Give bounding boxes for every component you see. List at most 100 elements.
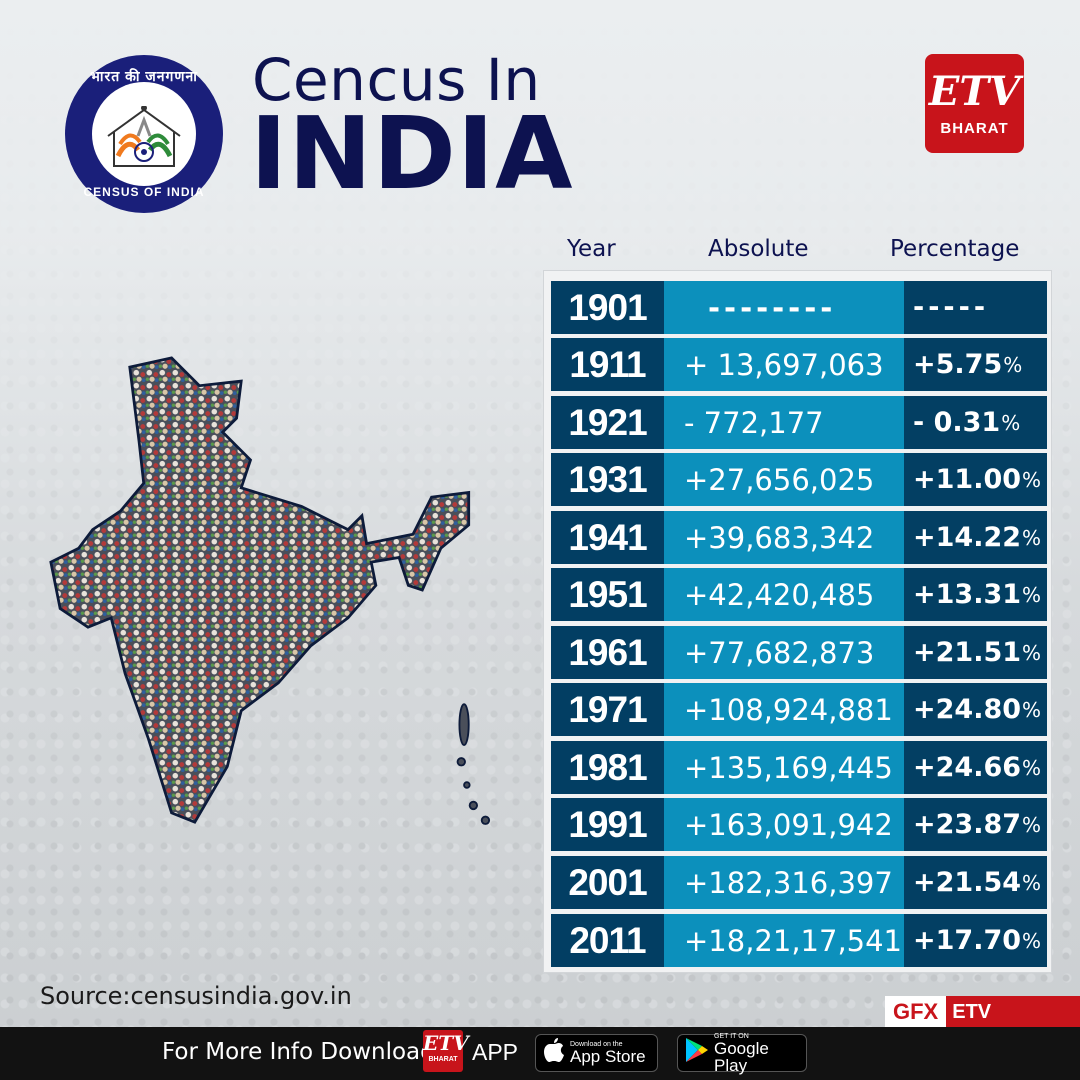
table-row: 1931 +27,656,025 +11.00%: [551, 453, 1047, 506]
etv-mark: ETV: [928, 68, 1021, 115]
table-row: 1971 +108,924,881 +24.80%: [551, 683, 1047, 736]
house-people-icon: [107, 106, 181, 167]
percentage-cell: +5.75%: [904, 338, 1047, 391]
percent-sign: %: [1003, 352, 1023, 377]
app-label: APP: [472, 1039, 519, 1065]
percentage-cell: +24.80%: [904, 683, 1047, 736]
percentage-value: +5.75: [913, 349, 1003, 380]
seal-inner-emblem: [92, 82, 196, 186]
table-row: 1911 + 13,697,063 +5.75%: [551, 338, 1047, 391]
table-row: 1921 - 772,177 - 0.31%: [551, 396, 1047, 449]
absolute-cell: +42,420,485: [664, 568, 904, 621]
etv-app-mark: ETV: [423, 1031, 469, 1055]
percent-sign: %: [1022, 582, 1042, 607]
app-store-button[interactable]: Download on the App Store: [535, 1034, 658, 1072]
table-row: 1981 +135,169,445 +24.66%: [551, 741, 1047, 794]
year-cell: 1951: [551, 568, 664, 621]
seal-english-text: CENSUS OF INDIA: [83, 185, 205, 199]
percent-sign: %: [1022, 697, 1042, 722]
column-header-percentage: Percentage: [890, 236, 1020, 262]
absolute-cell: + 13,697,063: [664, 338, 904, 391]
year-cell: 1911: [551, 338, 664, 391]
page-title-line2: INDIA: [250, 95, 574, 212]
census-of-india-seal: भारत की जनगणना CENSUS OF INDIA: [65, 55, 223, 213]
absolute-cell: --------: [664, 281, 904, 334]
google-play-button[interactable]: GET IT ON Google Play: [677, 1032, 807, 1075]
table-row: 1961 +77,682,873 +21.51%: [551, 626, 1047, 679]
percent-sign: %: [1022, 812, 1042, 837]
table-row: 1951 +42,420,485 +13.31%: [551, 568, 1047, 621]
etv-app-word: BHARAT: [428, 1056, 458, 1063]
percentage-cell: +11.00%: [904, 453, 1047, 506]
year-cell: 1921: [551, 396, 664, 449]
year-cell: 1941: [551, 511, 664, 564]
percentage-value: -----: [913, 292, 990, 323]
absolute-cell: +135,169,445: [664, 741, 904, 794]
percentage-value: +13.31: [913, 579, 1022, 610]
percentage-cell: +23.87%: [904, 798, 1047, 851]
app-store-small-text: Download on the: [570, 1041, 623, 1048]
google-play-small-text: GET IT ON: [714, 1032, 749, 1040]
play-icon: [686, 1038, 708, 1068]
year-cell: 1961: [551, 626, 664, 679]
percentage-cell: +13.31%: [904, 568, 1047, 621]
percentage-value: +24.80: [913, 694, 1022, 725]
etv-app-logo: ETV BHARAT: [423, 1030, 469, 1072]
percent-sign: %: [1022, 755, 1042, 780]
google-play-big-text: Google Play: [714, 1038, 769, 1075]
percentage-value: +14.22: [913, 522, 1022, 553]
apple-icon: [544, 1038, 564, 1068]
year-cell: 1991: [551, 798, 664, 851]
percent-sign: %: [1001, 410, 1021, 435]
absolute-cell: +77,682,873: [664, 626, 904, 679]
table-row: 1901 -------- -----: [551, 281, 1047, 334]
percentage-cell: -----: [904, 281, 1047, 334]
percentage-value: - 0.31: [913, 407, 1001, 438]
year-cell: 1971: [551, 683, 664, 736]
percentage-value: +11.00: [913, 464, 1022, 495]
census-growth-table: 1901 -------- ----- 1911 + 13,697,063 +5…: [543, 270, 1052, 973]
table-row: 1991 +163,091,942 +23.87%: [551, 798, 1047, 851]
year-cell: 2001: [551, 856, 664, 909]
percent-sign: %: [1022, 525, 1042, 550]
absolute-cell: +39,683,342: [664, 511, 904, 564]
table-row: 2001 +182,316,397 +21.54%: [551, 856, 1047, 909]
gfx-etv-bharat-badge: GFX ETV BHARAT: [885, 996, 1080, 1046]
column-header-absolute: Absolute: [708, 236, 809, 262]
percentage-cell: - 0.31%: [904, 396, 1047, 449]
etv-word: BHARAT: [940, 120, 1009, 137]
percentage-value: +24.66: [913, 752, 1022, 783]
year-cell: 2011: [551, 914, 664, 967]
etv-bharat-label: ETV BHARAT: [946, 996, 1080, 1046]
absolute-cell: +163,091,942: [664, 798, 904, 851]
column-header-year: Year: [567, 236, 616, 262]
year-cell: 1901: [551, 281, 664, 334]
percentage-value: +21.51: [913, 637, 1022, 668]
percent-sign: %: [1022, 640, 1042, 665]
absolute-cell: +108,924,881: [664, 683, 904, 736]
gfx-label: GFX: [885, 996, 947, 1029]
percentage-cell: +17.70%: [904, 914, 1047, 967]
india-map-icon: [49, 356, 491, 825]
etv-bharat-logo: ETV BHARAT: [925, 54, 1024, 153]
absolute-cell: +18,21,17,541: [664, 914, 904, 967]
percent-sign: %: [1022, 928, 1042, 953]
percentage-value: +21.54: [913, 867, 1022, 898]
absolute-cell: - 772,177: [664, 396, 904, 449]
table-row: 2011 +18,21,17,541 +17.70%: [551, 914, 1047, 967]
table-row: 1941 +39,683,342 +14.22%: [551, 511, 1047, 564]
absolute-cell: +27,656,025: [664, 453, 904, 506]
year-cell: 1981: [551, 741, 664, 794]
year-cell: 1931: [551, 453, 664, 506]
source-credit: Source:censusindia.gov.in: [40, 982, 352, 1010]
percentage-value: +23.87: [913, 809, 1022, 840]
percentage-value: +17.70: [913, 925, 1022, 956]
percentage-cell: +21.51%: [904, 626, 1047, 679]
percent-sign: %: [1022, 467, 1042, 492]
page-title-line1: Cencus In: [252, 46, 541, 114]
percentage-cell: +21.54%: [904, 856, 1047, 909]
app-store-big-text: App Store: [570, 1047, 646, 1066]
percentage-cell: +24.66%: [904, 741, 1047, 794]
seal-hindi-text: भारत की जनगणना: [90, 68, 198, 84]
download-prompt: For More Info Download: [162, 1039, 435, 1065]
